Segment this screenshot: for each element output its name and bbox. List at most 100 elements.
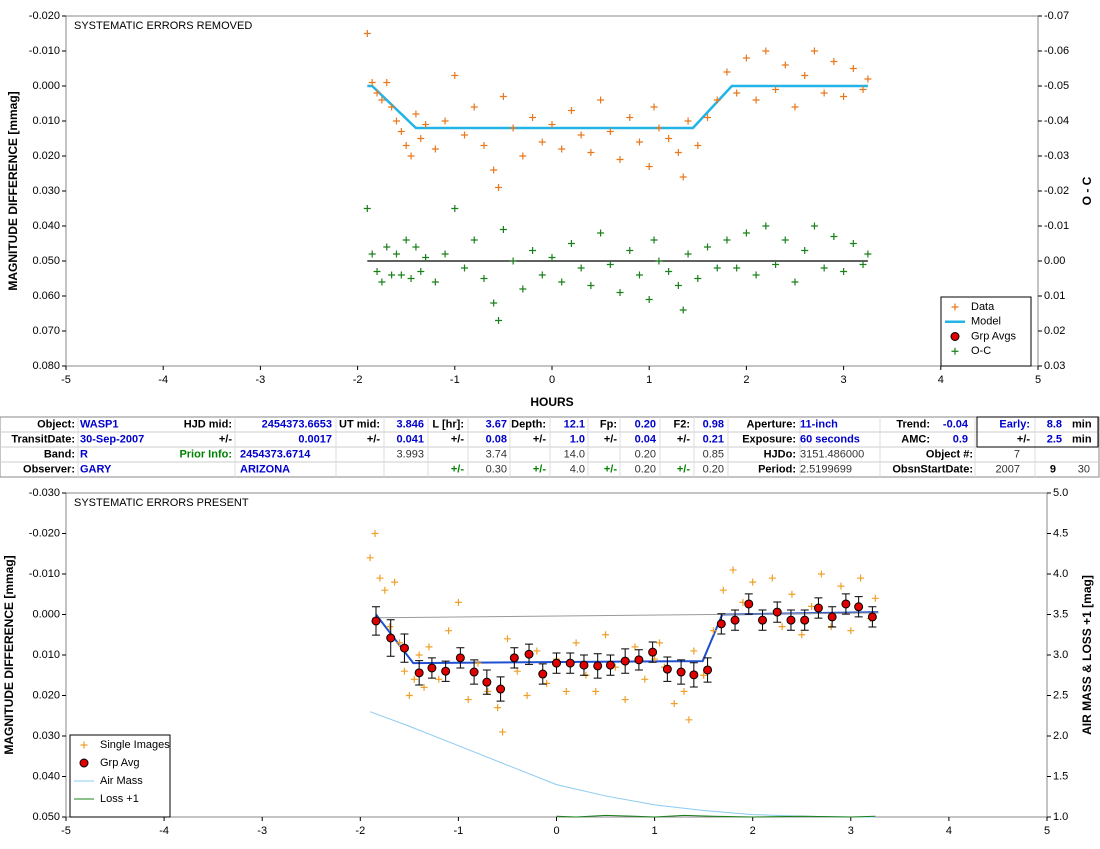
y2-tick-label: 2.0 (1053, 730, 1068, 742)
data-point (577, 264, 585, 272)
legend-box (940, 296, 1032, 367)
y2-tick-label: -0.06 (1044, 45, 1069, 57)
data-point (704, 243, 712, 251)
data-point (665, 268, 673, 275)
table-cell: 2454373.6653 (262, 418, 332, 430)
data-point (772, 261, 780, 268)
group-average (676, 667, 686, 677)
data-point (529, 247, 537, 254)
data-point (626, 247, 634, 254)
data-point (484, 687, 492, 695)
data-point (558, 145, 566, 153)
y-tick-label: -0.020 (29, 10, 60, 22)
legend-label: Single Images (100, 739, 170, 751)
group-average (620, 656, 630, 666)
y-tick-label: 0.050 (32, 255, 60, 267)
y-tick-label: 0.030 (32, 185, 60, 197)
table-cell: 0.04 (635, 433, 657, 445)
y-tick-label: -0.020 (29, 527, 60, 539)
data-point (655, 124, 663, 132)
data-point (729, 566, 737, 574)
data-point (431, 278, 439, 286)
x-tick-label: 2 (750, 825, 756, 837)
data-point (820, 89, 828, 97)
table-cell: Object #: (926, 448, 973, 460)
data-point (723, 68, 731, 76)
x-tick-label: 3 (841, 374, 847, 386)
table-cell: 12.1 (564, 418, 585, 430)
data-point (425, 643, 433, 651)
data-point (381, 586, 389, 594)
data-point (415, 651, 423, 659)
x-tick-label: -2 (353, 374, 363, 386)
x-tick-label: -3 (256, 374, 266, 386)
line-series (556, 814, 876, 818)
data-point (503, 635, 511, 643)
data-point (592, 687, 600, 695)
data-point (650, 103, 658, 111)
group-average (552, 658, 561, 668)
y-tick-label: 0.000 (32, 608, 60, 620)
group-average (579, 660, 589, 670)
y-tick-label: 0.070 (32, 325, 60, 337)
data-point (412, 110, 420, 118)
data-point (679, 306, 687, 314)
data-point (391, 578, 399, 586)
data-point (723, 236, 731, 244)
data-point (422, 121, 430, 128)
y2-tick-label: 2.5 (1053, 689, 1068, 701)
table-cell: 2.5199699 (800, 463, 852, 475)
table-cell: HJDo: (764, 448, 796, 460)
x-axis-title: HOURS (530, 395, 573, 409)
group-average (593, 661, 603, 671)
data-point (690, 647, 698, 655)
y2-tick-label: 4.0 (1053, 568, 1068, 580)
data-point (801, 247, 809, 254)
y2-tick-label: 4.5 (1053, 527, 1068, 539)
data-point (752, 96, 760, 104)
annotation: SYSTEMATIC ERRORS PRESENT (74, 497, 249, 509)
data-point (495, 317, 503, 324)
table-cell: 0.20 (635, 448, 656, 460)
data-point (402, 142, 410, 149)
x-tick-label: -2 (355, 825, 365, 837)
x-tick-label: -5 (61, 825, 71, 837)
y2-tick-label: -0.05 (1044, 80, 1069, 92)
data-point (397, 271, 405, 279)
data-point (778, 623, 786, 631)
table-cell: 3151.486000 (800, 448, 864, 460)
x-tick-label: -4 (159, 825, 169, 837)
x-tick-label: 4 (938, 374, 944, 386)
data-point (371, 530, 379, 537)
y2-tick-label: -0.01 (1044, 220, 1069, 232)
table-cell: 7 (1014, 448, 1020, 460)
x-tick-label: 3 (848, 825, 854, 837)
table-cell: 0.21 (703, 433, 724, 445)
data-point (791, 103, 799, 111)
data-point (810, 222, 818, 230)
data-point (373, 268, 381, 275)
table-cell: Depth: (511, 418, 546, 430)
data-point (781, 61, 789, 69)
group-average (813, 603, 823, 613)
table-cell: 0.20 (703, 463, 724, 475)
data-point (631, 643, 639, 651)
data-point (386, 623, 394, 631)
data-point (577, 131, 585, 139)
table-cell: Band: (44, 448, 75, 460)
table-cell: 3.993 (396, 448, 424, 460)
group-average (399, 643, 409, 653)
table-cell: min (1072, 418, 1092, 430)
y2-tick-label: 0.02 (1044, 325, 1065, 337)
table-cell: 0.85 (703, 448, 724, 460)
data-point (709, 627, 717, 635)
group-average (648, 647, 658, 657)
y2-tick-label: -0.03 (1044, 150, 1069, 162)
data-point (616, 289, 624, 296)
data-point (431, 145, 439, 153)
data-point (451, 72, 459, 79)
table-cell: +/- (451, 463, 464, 475)
data-point (366, 554, 374, 562)
data-point (422, 254, 430, 261)
group-average (414, 668, 424, 678)
